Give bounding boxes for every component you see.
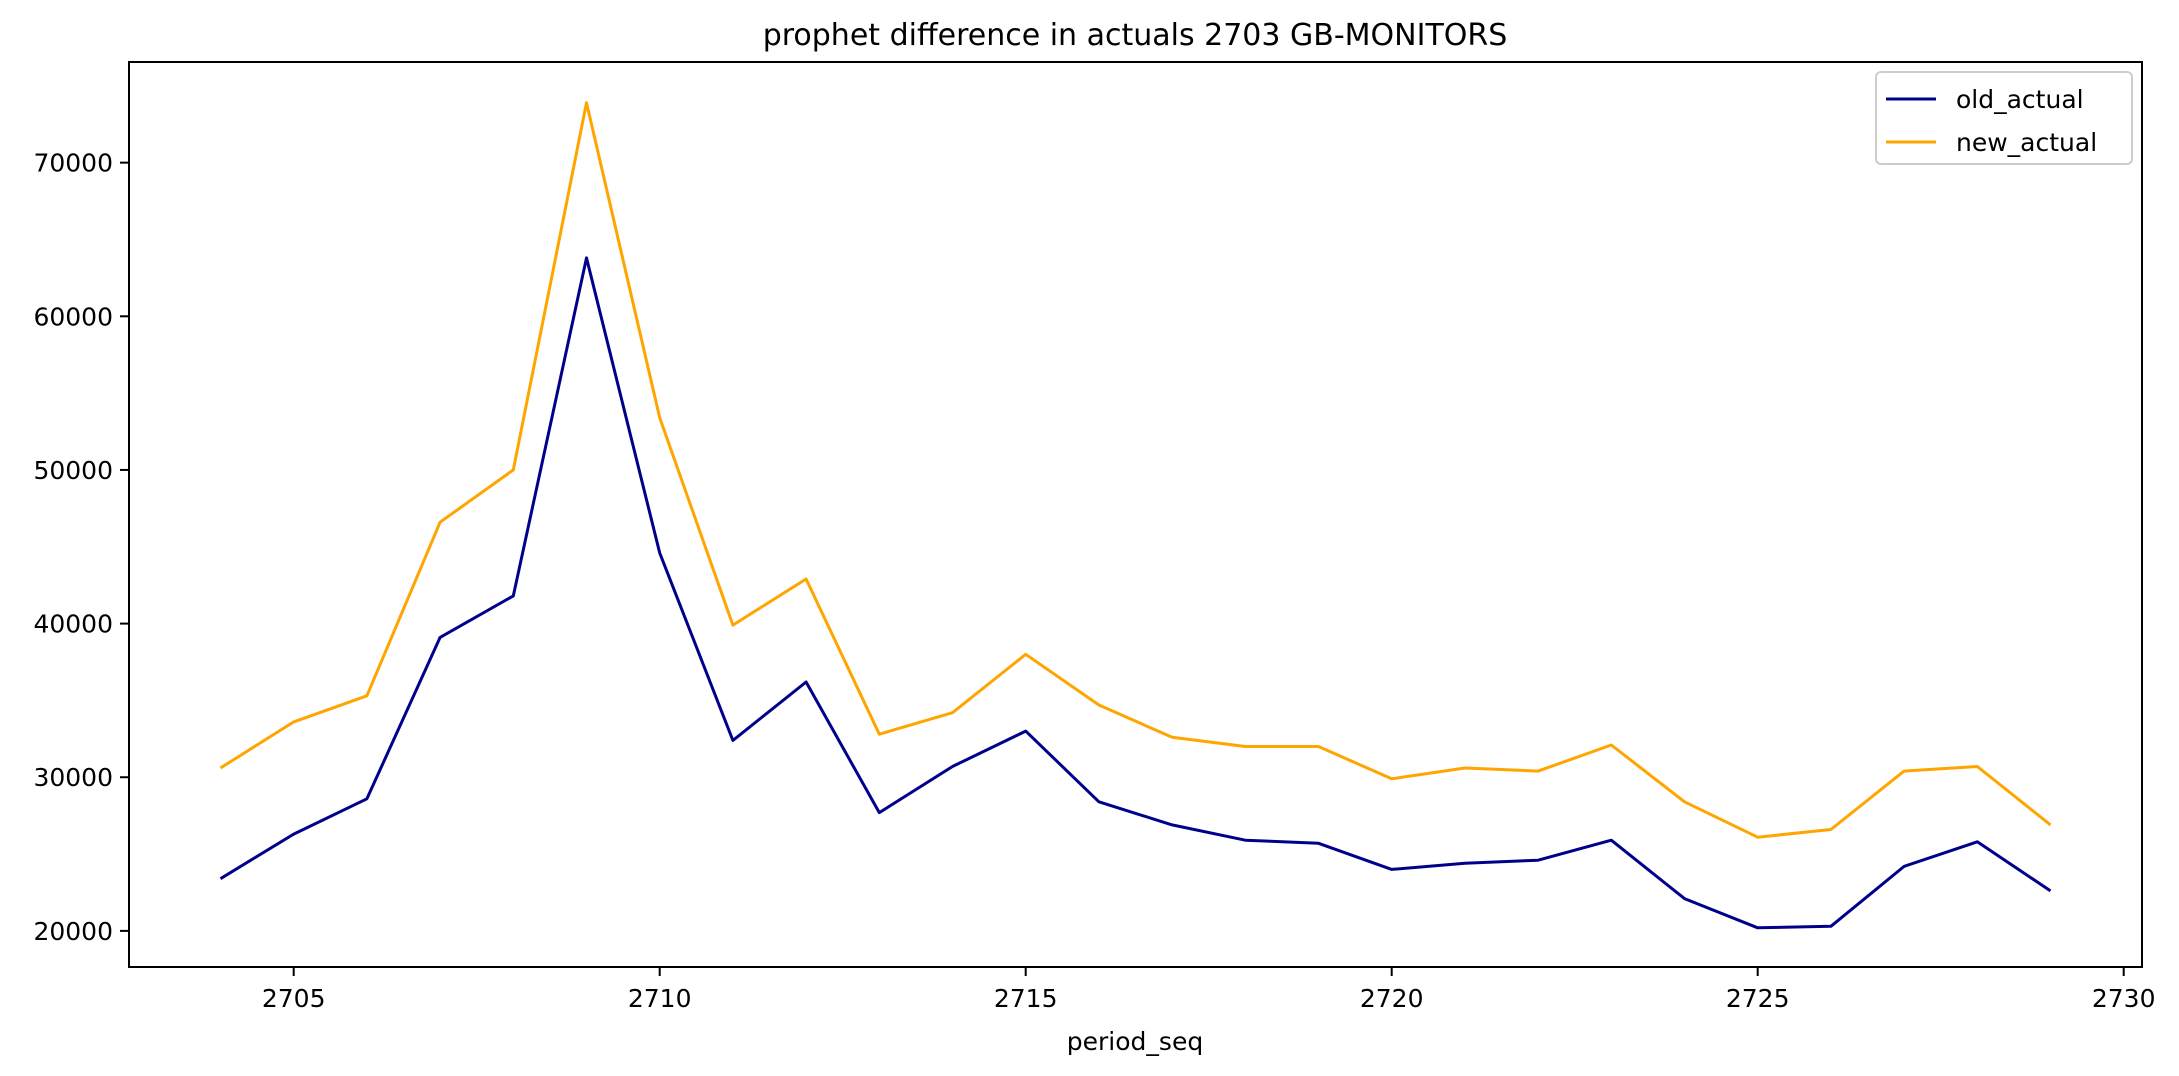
series-line-old_actual xyxy=(219,256,2052,930)
y-tick-label-20000: 20000 xyxy=(33,917,113,946)
x-tick-label-2720: 2720 xyxy=(1360,984,1424,1013)
x-tick-label-2705: 2705 xyxy=(262,984,326,1013)
y-tick-label-40000: 40000 xyxy=(33,610,113,639)
x-axis: 2705 2710 2715 2720 2725 2730 xyxy=(262,967,2156,1013)
x-tick-label-2715: 2715 xyxy=(994,984,1058,1013)
chart-title: prophet difference in actuals 2703 GB-MO… xyxy=(763,18,1508,53)
plot-area-frame xyxy=(128,61,2143,968)
x-axis-title: period_seq xyxy=(1067,1027,1203,1056)
legend-label-old_actual: old_actual xyxy=(1956,85,2084,114)
legend: old_actual new_actual xyxy=(1875,71,2133,165)
x-tick-label-2725: 2725 xyxy=(1726,984,1790,1013)
y-tick-label-60000: 60000 xyxy=(33,302,113,331)
series-layer xyxy=(219,101,2052,930)
y-tick-label-70000: 70000 xyxy=(33,149,113,178)
y-tick-label-30000: 30000 xyxy=(33,763,113,792)
y-axis: 20000 30000 40000 50000 60000 70000 xyxy=(33,149,129,946)
legend-box xyxy=(1875,71,2133,165)
x-tick-label-2730: 2730 xyxy=(2092,984,2156,1013)
x-tick-label-2710: 2710 xyxy=(628,984,692,1013)
y-tick-label-50000: 50000 xyxy=(33,456,113,485)
legend-label-new_actual: new_actual xyxy=(1956,128,2097,157)
series-line-new_actual xyxy=(219,101,2052,839)
